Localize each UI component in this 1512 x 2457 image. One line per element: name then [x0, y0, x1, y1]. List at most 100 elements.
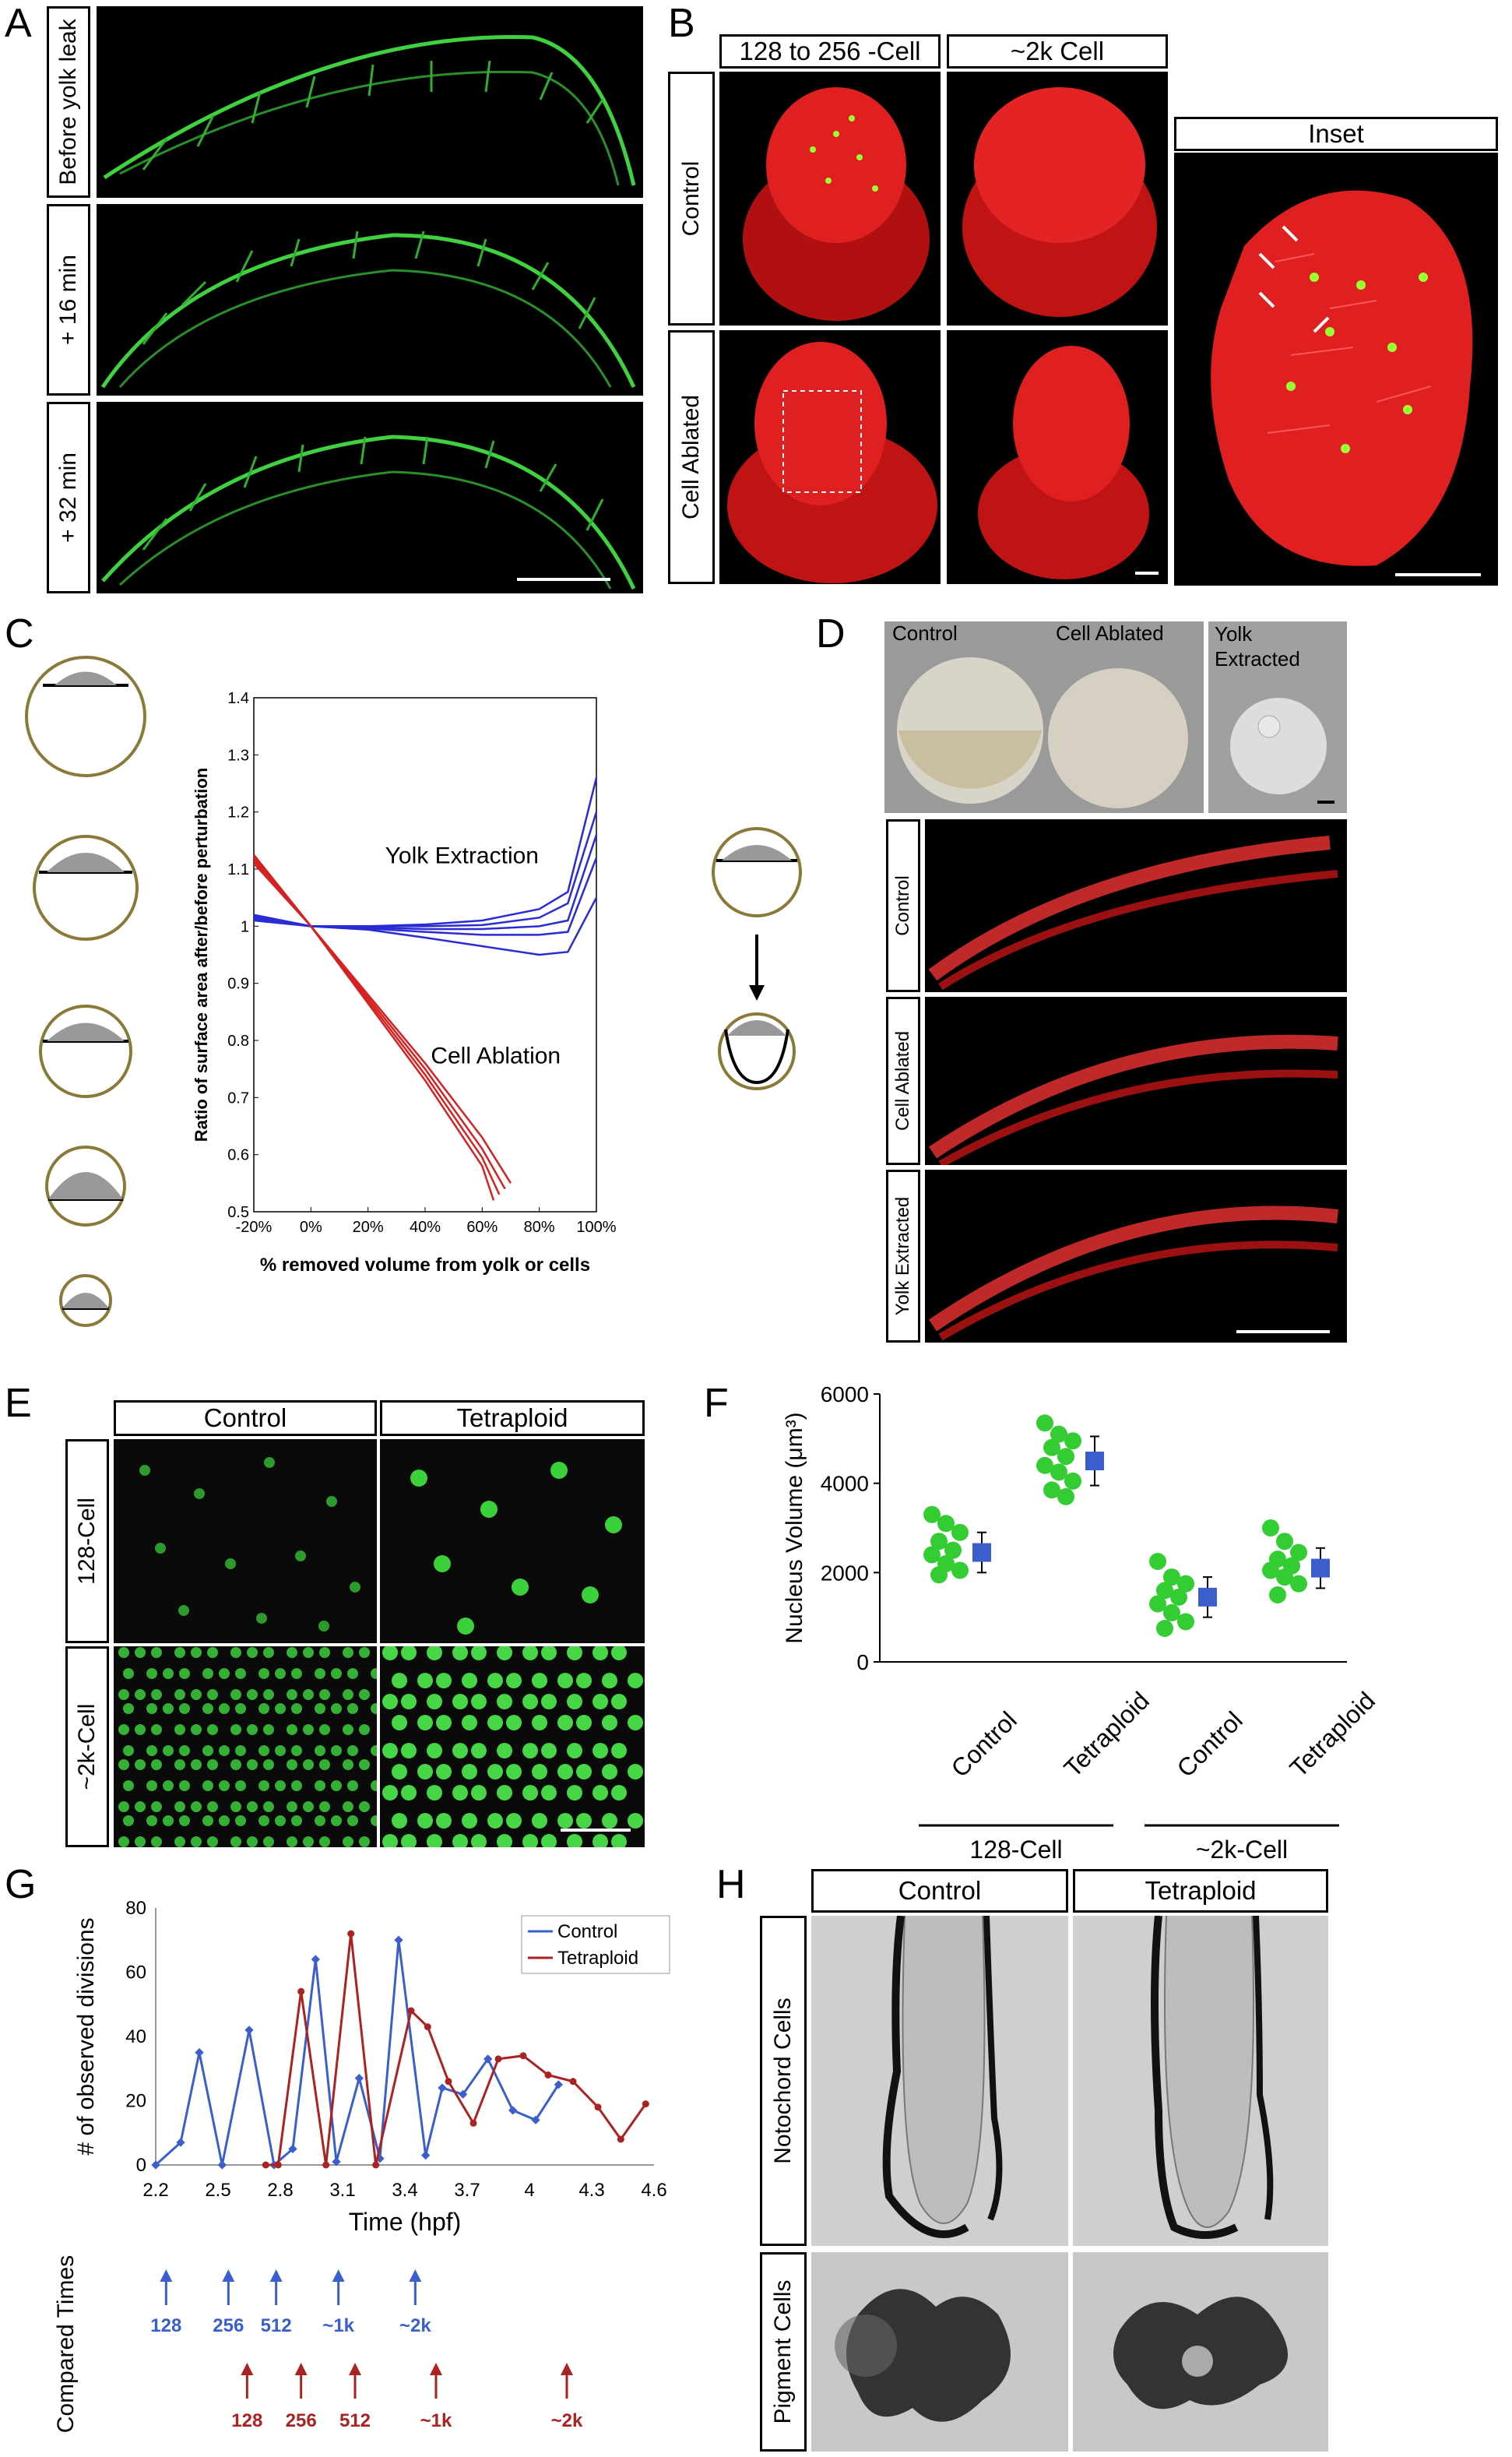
e-nucleus — [436, 1715, 452, 1730]
d-image-ablated — [925, 997, 1347, 1165]
g-arrowhead-control — [332, 2269, 345, 2282]
g-point-tetraploid — [274, 2161, 282, 2169]
e-nucleus — [506, 1813, 522, 1829]
e-nucleus — [146, 1703, 157, 1714]
e-nucleus — [331, 1745, 342, 1756]
e-nucleus — [179, 1703, 190, 1714]
e-nucleus — [592, 1743, 608, 1758]
e-nucleus — [628, 1813, 643, 1829]
e-nucleus — [135, 1689, 146, 1700]
e-nucleus — [506, 1673, 522, 1688]
e-nucleus — [247, 1759, 258, 1770]
e-nucleus — [207, 1801, 218, 1812]
e-nucleus — [207, 1759, 218, 1770]
c-series-line — [253, 857, 598, 936]
e-nucleus — [343, 1836, 353, 1847]
e-nucleus — [235, 1668, 246, 1679]
e-nucleus — [118, 1724, 129, 1735]
e-nucleus — [123, 1703, 134, 1714]
e-nucleus — [263, 1647, 274, 1658]
e-nucleus — [118, 1836, 129, 1847]
e-nucleus — [319, 1689, 330, 1700]
e-nucleus — [202, 1703, 213, 1714]
e-nucleus — [602, 1715, 617, 1730]
g-xtick-label: 2.5 — [205, 2180, 230, 2201]
e-nucleus — [303, 1724, 314, 1735]
e-nucleus — [263, 1801, 274, 1812]
d-brightfield-embryos — [897, 657, 1188, 808]
g-point-control — [554, 2080, 563, 2089]
e-nucleus — [567, 1785, 582, 1801]
e-nucleus — [287, 1836, 297, 1847]
e-nucleus — [123, 1780, 134, 1791]
e-nucleus — [487, 1764, 503, 1779]
e-nucleus — [611, 1694, 627, 1709]
e-nucleus — [287, 1801, 297, 1812]
e-nucleus — [382, 1743, 398, 1758]
e-nucleus — [135, 1836, 146, 1847]
panel-label-g: G — [5, 1862, 37, 1907]
c-ytick-label: 0.9 — [227, 976, 249, 993]
d-scale-bar-top — [1317, 801, 1334, 804]
e-nucleus — [522, 1694, 538, 1709]
a-scale-bar — [517, 578, 610, 581]
e-nucleus — [303, 1801, 314, 1812]
g-point-control — [483, 2054, 493, 2064]
d-top-label-control: Control — [892, 621, 958, 645]
panel-label-e: E — [5, 1381, 32, 1426]
g-time-tetraploid: 128 — [231, 2410, 262, 2431]
e-nucleus — [592, 1834, 608, 1847]
g-ytick-label: 80 — [125, 1898, 146, 1919]
g-point-tetraploid — [519, 2052, 527, 2060]
e-nucleus — [135, 1801, 146, 1812]
e-nucleus — [315, 1780, 325, 1791]
f-data-point — [1163, 1603, 1180, 1621]
f-data-point — [944, 1541, 962, 1559]
e-nucleus — [401, 1834, 417, 1847]
g-point-control — [421, 2150, 431, 2160]
e-nucleus — [174, 1836, 185, 1847]
g-legend-control: Control — [557, 1921, 617, 1942]
e-nucleus — [123, 1668, 134, 1679]
e-nucleus — [452, 1646, 468, 1660]
e-nucleus — [436, 1813, 452, 1829]
e-nucleus — [401, 1694, 417, 1709]
c-label-cell-ablation: Cell Ablation — [431, 1043, 561, 1068]
g-point-control — [288, 2144, 297, 2154]
f-group-label-2k: ~2k-Cell — [1196, 1836, 1288, 1864]
e-nucleus — [135, 1647, 146, 1658]
g-point-tetraploid — [424, 2023, 431, 2031]
e-nucleus — [592, 1646, 608, 1660]
e-nucleus — [235, 1780, 246, 1791]
f-data-point — [923, 1546, 941, 1564]
b-embryo-2 — [962, 87, 1157, 317]
e-nucleus — [275, 1668, 286, 1679]
e-nucleus — [347, 1703, 358, 1714]
e-nucleus — [263, 1759, 274, 1770]
a-row-label-1: Before yolk leak — [47, 6, 90, 198]
f-chart: 0 2000 4000 6000 Nucleus Volume (μm³) Control… — [782, 1382, 1380, 1864]
e-nucleus — [303, 1689, 314, 1700]
e-nucleus — [174, 1759, 185, 1770]
e-nucleus — [417, 1764, 433, 1779]
e-nucleus — [392, 1715, 407, 1730]
g-point-control — [508, 2106, 518, 2115]
f-xlabel: Control — [1171, 1706, 1247, 1783]
g-arrowhead-control — [160, 2269, 173, 2282]
f-ytick-label: 0 — [856, 1650, 869, 1674]
g-ytick-label: 40 — [125, 2026, 146, 2047]
e-nucleus — [427, 1743, 442, 1758]
e-nucleus — [522, 1834, 538, 1847]
e-nucleus — [287, 1689, 297, 1700]
panel-label-c: C — [5, 611, 34, 656]
g-xtick-label: 4.3 — [578, 2180, 604, 2201]
b-row-label-control: Control — [668, 72, 715, 326]
g-arrowhead-control — [222, 2269, 235, 2282]
g-time-control: ~2k — [399, 2315, 431, 2336]
e-nucleus — [163, 1780, 174, 1791]
e-nucleus — [163, 1703, 174, 1714]
a-membrane-arc-2 — [100, 231, 636, 389]
f-data-point — [1163, 1568, 1180, 1586]
a-membrane-arc-1 — [103, 35, 636, 186]
g-point-control — [438, 2083, 447, 2093]
